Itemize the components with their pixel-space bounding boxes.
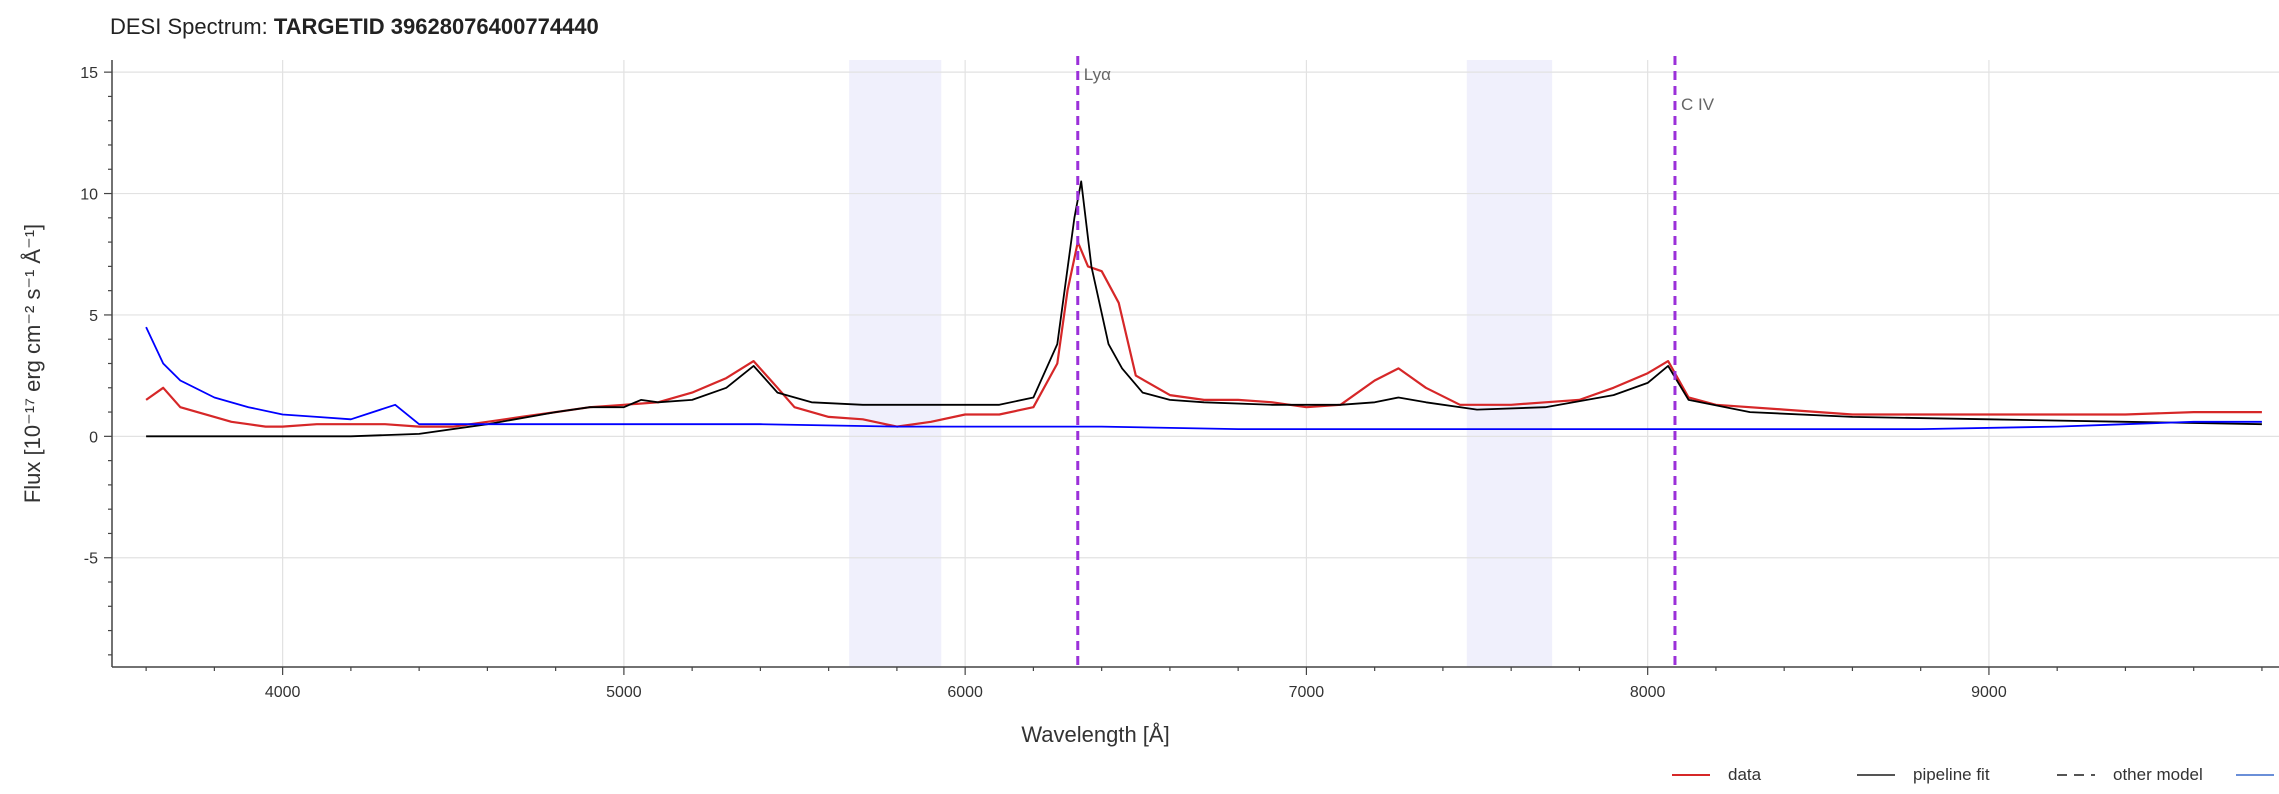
emission-line-label: Lyα — [1084, 65, 1111, 84]
y-tick-label: 10 — [80, 187, 98, 204]
series-pipeline-fit — [146, 180, 2262, 438]
y-tick-label: 5 — [89, 308, 98, 325]
series-lines — [145, 180, 2262, 438]
shaded-region — [849, 60, 942, 667]
grid-lines — [112, 60, 2279, 667]
shaded-regions — [849, 60, 1553, 667]
x-tick-label: 9000 — [1971, 684, 2007, 701]
x-axis-label: Wavelength [Å] — [1021, 722, 1169, 747]
legend-label: pipeline fit — [1913, 765, 1990, 784]
title-target: TARGETID 39628076400774440 — [273, 14, 599, 39]
series-data — [145, 241, 2262, 428]
x-tick-label: 7000 — [1289, 684, 1325, 701]
y-tick-label: -5 — [84, 551, 98, 568]
y-tick-label: 15 — [80, 65, 98, 82]
y-tick-label: 0 — [89, 429, 98, 446]
shaded-region — [1466, 60, 1553, 667]
legend-label: data — [1728, 765, 1762, 784]
legend-label: other model — [2113, 765, 2203, 784]
chart-title: DESI Spectrum: TARGETID 3962807640077444… — [110, 14, 599, 40]
x-tick-label: 5000 — [606, 684, 642, 701]
emission-line-markers: Lyα C IV — [1076, 56, 1715, 667]
x-tick-label: 8000 — [1630, 684, 1666, 701]
title-prefix: DESI Spectrum: — [110, 14, 274, 39]
axes: 4000 5000 6000 7000 8000 9000 -5 0 5 10 15 — [80, 60, 2279, 701]
x-tick-label: 6000 — [947, 684, 983, 701]
series-noise — [145, 326, 2262, 430]
x-tick-label: 4000 — [265, 684, 301, 701]
emission-line-label: C IV — [1681, 95, 1715, 114]
y-axis-label: Flux [10⁻¹⁷ erg cm⁻² s⁻¹ Å⁻¹] — [20, 224, 45, 503]
axis-labels: Wavelength [Å] Flux [10⁻¹⁷ erg cm⁻² s⁻¹ Å… — [20, 224, 1170, 747]
